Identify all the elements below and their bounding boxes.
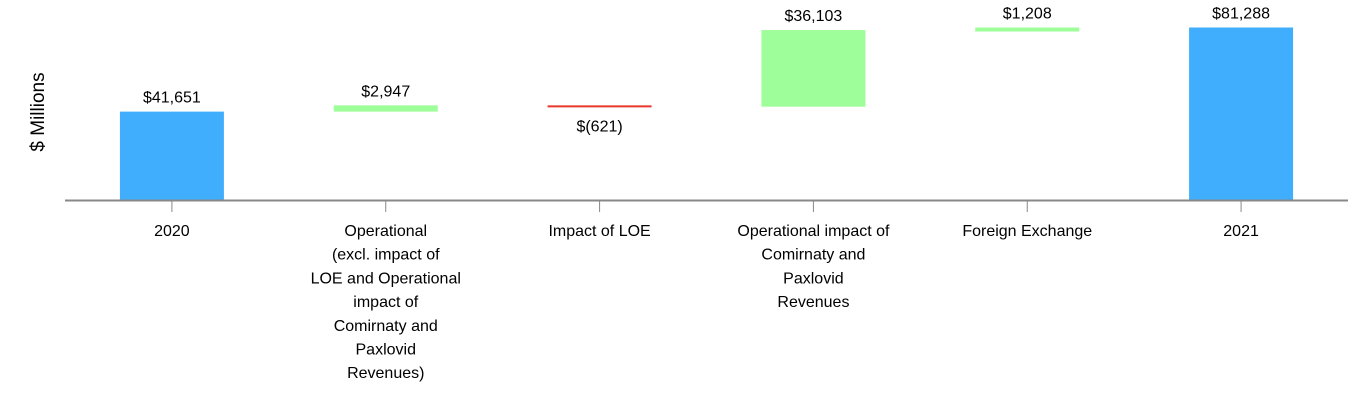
category-label-4-line-2: Comirnaty and <box>761 247 865 264</box>
category-label-5: Foreign Exchange <box>962 223 1092 240</box>
category-label-2-line-2: (excl. impact of <box>332 247 440 264</box>
category-label-5-line-1: Foreign Exchange <box>962 223 1092 240</box>
bar-6 <box>1189 27 1294 200</box>
category-label-4-line-3: Paxlovid <box>783 270 843 287</box>
category-label-6: 2021 <box>1223 223 1259 240</box>
category-label-2-line-4: impact of <box>353 294 418 311</box>
bar-1 <box>119 111 224 200</box>
bar-4 <box>761 30 866 107</box>
bar-3 <box>547 105 652 108</box>
data-label-4: $36,103 <box>784 8 842 25</box>
category-label-4: Operational impact of Comirnaty and Paxlov… <box>737 223 890 311</box>
category-label-4-line-1: Operational impact of <box>737 223 890 240</box>
category-label-3-line-1: Impact of LOE <box>548 223 650 240</box>
category-label-2-line-5: Comirnaty and <box>334 318 438 335</box>
y-axis-label: $ Millions <box>28 72 49 151</box>
category-label-2-line-1: Operational <box>344 223 427 240</box>
category-label-3: Impact of LOE <box>548 223 650 240</box>
category-label-6-line-1: 2021 <box>1223 223 1259 240</box>
bar-5 <box>975 27 1080 32</box>
bars-group <box>119 27 1294 200</box>
bar-2 <box>333 105 438 112</box>
data-label-2: $2,947 <box>361 83 410 100</box>
category-label-2-line-3: LOE and Operational <box>311 270 461 287</box>
category-label-2-line-6: Paxlovid <box>356 342 416 359</box>
data-label-6: $81,288 <box>1212 6 1270 23</box>
x-ticks-group <box>171 200 1242 212</box>
category-label-2: Operational (excl. impact of LOE and Opera… <box>311 223 461 382</box>
data-labels-group: $41,651 $2,947 $(621) $36,103 $1,208 $81,288 <box>143 6 1270 136</box>
data-label-1: $41,651 <box>143 90 201 107</box>
category-label-2-line-7: Revenues) <box>347 365 424 382</box>
data-label-3: $(621) <box>576 118 622 135</box>
category-label-4-line-4: Revenues <box>777 294 849 311</box>
category-labels-group: 2020 Operational (excl. impact of LOE and O… <box>154 223 1259 382</box>
data-label-5: $1,208 <box>1003 6 1052 23</box>
category-label-1-line-1: 2020 <box>154 223 190 240</box>
category-label-1: 2020 <box>154 223 190 240</box>
